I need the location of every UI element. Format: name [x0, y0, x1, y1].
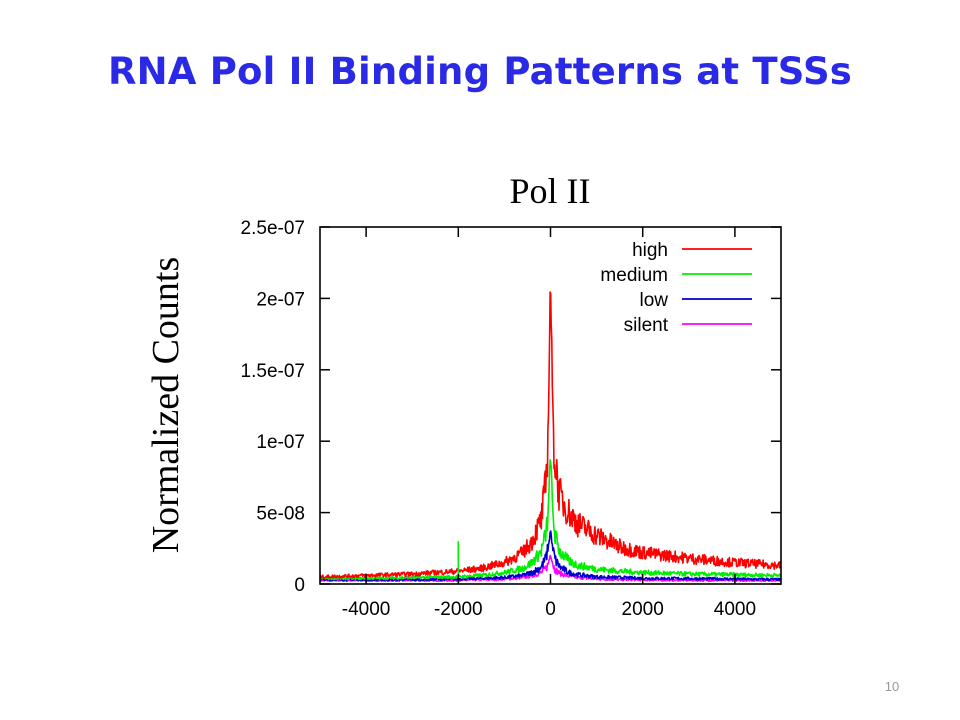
- y-axis-label: Normalized Counts: [145, 257, 187, 554]
- series-line-low: [319, 530, 782, 582]
- chart-title: Pol II: [510, 171, 591, 211]
- x-tick-label: 2000: [622, 599, 664, 620]
- plot-lines: [319, 291, 782, 583]
- legend-label-medium: medium: [600, 265, 668, 286]
- slide-number: 10: [884, 679, 900, 694]
- x-tick-label: 4000: [714, 599, 756, 620]
- x-ticks: -4000 -2000 0 2000 4000: [342, 227, 756, 620]
- y-tick-label: 1.5e-07: [241, 361, 305, 382]
- x-tick-label: -2000: [434, 599, 483, 620]
- legend: high medium low silent: [600, 240, 752, 336]
- y-tick-label: 2e-07: [256, 289, 305, 310]
- legend-label-silent: silent: [624, 315, 669, 336]
- x-tick-label: -4000: [342, 599, 391, 620]
- series-line-high: [319, 291, 782, 579]
- y-tick-label: 5e-08: [256, 504, 305, 525]
- y-tick-label: 1e-07: [256, 432, 305, 453]
- legend-label-low: low: [639, 290, 668, 311]
- y-tick-label: 2.5e-07: [241, 218, 305, 239]
- x-tick-label: 0: [545, 599, 556, 620]
- y-ticks: 0 5e-08 1e-07 1.5e-07 2e-07 2.5e-07: [241, 218, 781, 596]
- y-tick-label: 0: [294, 575, 305, 596]
- slide-title: RNA Pol II Binding Patterns at TSSs: [107, 50, 853, 93]
- legend-label-high: high: [632, 240, 668, 261]
